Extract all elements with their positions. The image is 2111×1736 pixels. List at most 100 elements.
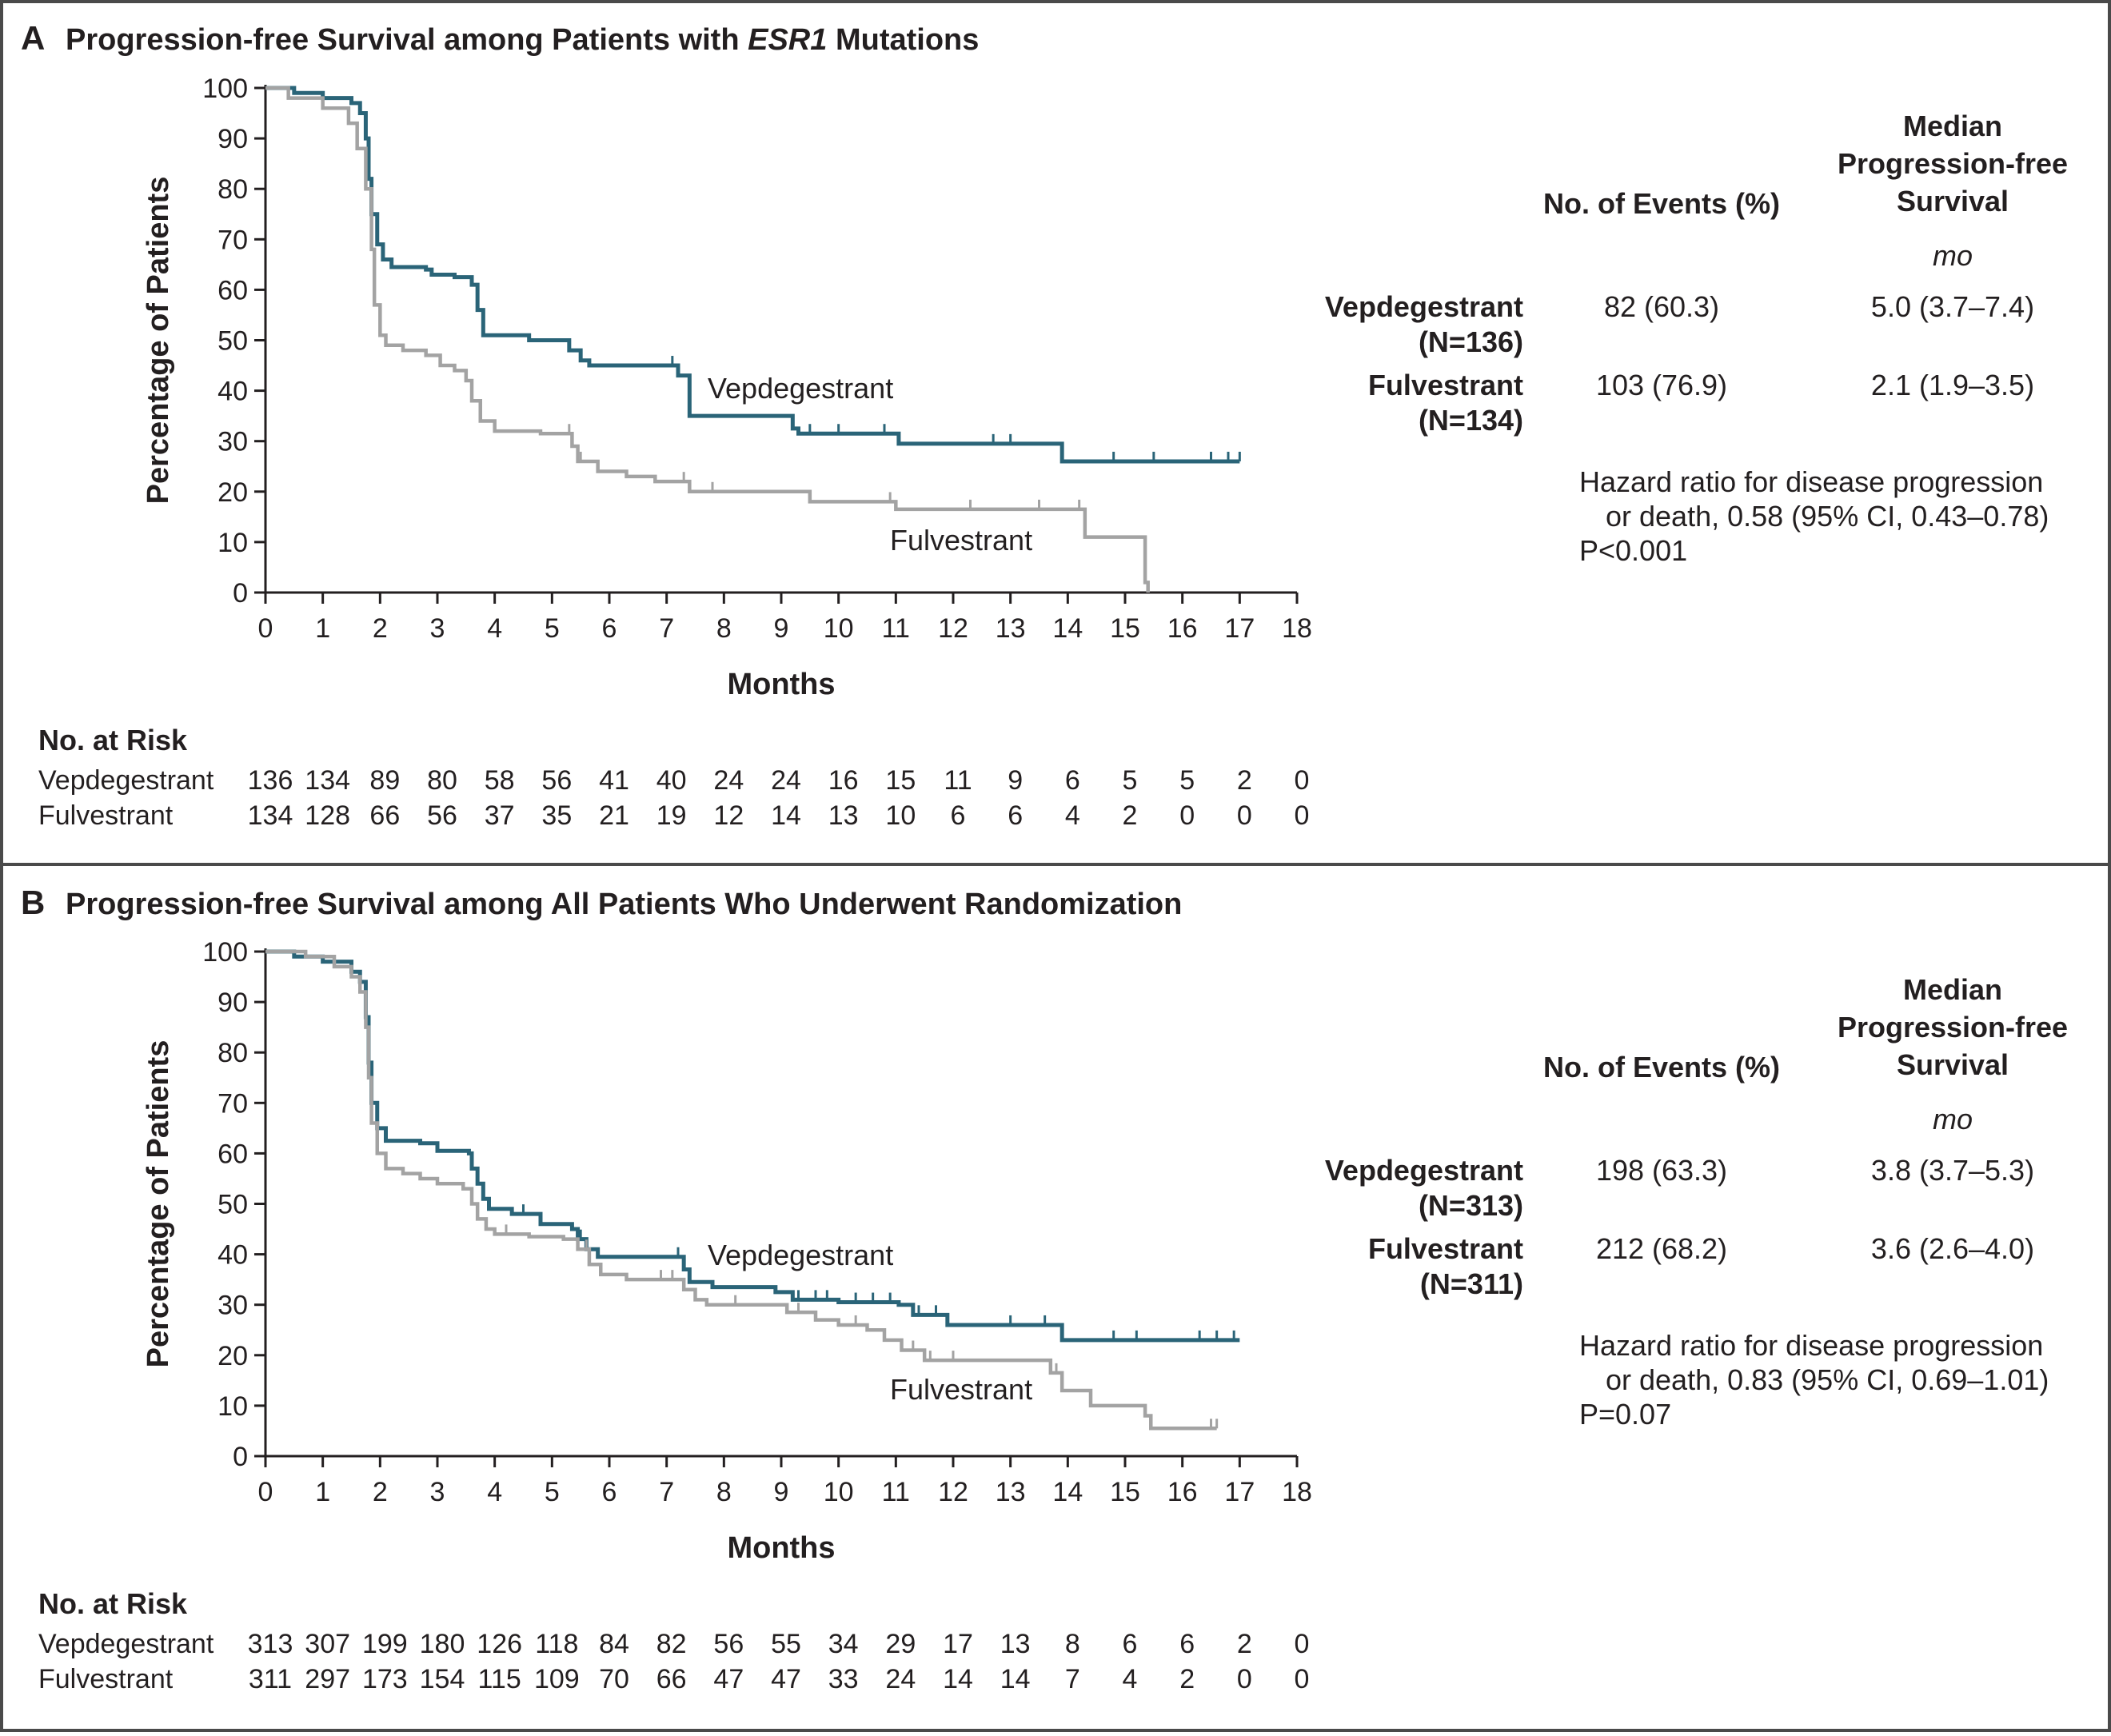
at-risk-value: 15 <box>885 765 916 796</box>
y-tick-label: 80 <box>217 174 248 205</box>
at-risk-value: 47 <box>713 1664 744 1694</box>
at-risk-value: 55 <box>771 1629 801 1659</box>
hazard-ratio-text: Hazard ratio for disease progression <box>1579 465 2043 498</box>
x-tick-label: 6 <box>602 1477 617 1507</box>
at-risk-value: 33 <box>828 1664 859 1694</box>
table-row-events: 212 (68.2) <box>1596 1232 1727 1265</box>
at-risk-value: 89 <box>369 765 400 796</box>
at-risk-value: 5 <box>1179 765 1195 796</box>
table-row-name: Fulvestrant <box>1368 369 1523 401</box>
y-tick-label: 30 <box>217 427 248 457</box>
table-unit: mo <box>1933 1103 1973 1135</box>
x-tick-label: 17 <box>1224 1477 1255 1507</box>
at-risk-value: 134 <box>305 765 350 796</box>
table-row-events: 198 (63.3) <box>1596 1154 1727 1187</box>
at-risk-value: 6 <box>951 800 966 831</box>
x-tick-label: 8 <box>716 613 732 644</box>
y-tick-label: 0 <box>233 578 248 609</box>
x-tick-label: 14 <box>1052 613 1083 644</box>
at-risk-value: 0 <box>1295 1664 1310 1694</box>
x-tick-label: 13 <box>996 613 1026 644</box>
at-risk-value: 136 <box>248 765 293 796</box>
at-risk-value: 0 <box>1295 1629 1310 1659</box>
at-risk-value: 16 <box>828 765 859 796</box>
panel-title: Progression-free Survival among Patients… <box>66 23 979 57</box>
at-risk-value: 14 <box>943 1664 973 1694</box>
panel-a: A Progression-free Survival among Patient… <box>21 19 2068 831</box>
at-risk-value: 34 <box>828 1629 859 1659</box>
at-risk-label: Vepdegestrant <box>38 765 214 796</box>
table-header-median: Progression-free <box>1838 147 2068 180</box>
x-tick-label: 11 <box>882 613 910 644</box>
at-risk-value: 35 <box>541 800 572 831</box>
table-row-median: 3.6 (2.6–4.0) <box>1871 1232 2034 1265</box>
at-risk-value: 47 <box>771 1664 801 1694</box>
at-risk-value: 180 <box>420 1629 465 1659</box>
x-tick-label: 10 <box>824 1477 854 1507</box>
x-tick-label: 13 <box>996 1477 1026 1507</box>
hazard-ratio-text: or death, 0.83 (95% CI, 0.69–1.01) <box>1606 1363 2049 1396</box>
at-risk-value: 115 <box>478 1664 521 1694</box>
table-header-median: Median <box>1903 110 2002 142</box>
at-risk-value: 29 <box>885 1629 916 1659</box>
y-axis-title: Percentage of Patients <box>142 1040 175 1368</box>
x-tick-label: 18 <box>1282 613 1312 644</box>
at-risk-value: 19 <box>656 800 687 831</box>
at-risk-value: 24 <box>713 765 744 796</box>
table-header-median: Median <box>1903 973 2002 1006</box>
at-risk-value: 6 <box>1179 1629 1195 1659</box>
at-risk-value: 6 <box>1008 800 1023 831</box>
x-tick-label: 16 <box>1167 1477 1198 1507</box>
at-risk-value: 14 <box>771 800 801 831</box>
x-tick-label: 14 <box>1052 1477 1083 1507</box>
hazard-ratio-text: P<0.001 <box>1579 534 1687 567</box>
x-tick-label: 18 <box>1282 1477 1312 1507</box>
table-row-n: (N=313) <box>1419 1189 1523 1222</box>
at-risk-value: 66 <box>656 1664 687 1694</box>
at-risk-value: 154 <box>420 1664 465 1694</box>
table-header-events: No. of Events (%) <box>1543 1051 1780 1084</box>
y-tick-label: 60 <box>217 275 248 305</box>
x-tick-label: 7 <box>659 1477 674 1507</box>
at-risk-title: No. at Risk <box>38 1587 188 1620</box>
y-tick-label: 80 <box>217 1038 248 1068</box>
x-tick-label: 10 <box>824 613 854 644</box>
at-risk-value: 4 <box>1065 800 1080 831</box>
y-tick-label: 100 <box>202 74 248 104</box>
table-header-median: Survival <box>1897 185 2009 217</box>
table-row-median: 2.1 (1.9–3.5) <box>1871 369 2034 401</box>
at-risk-value: 66 <box>369 800 400 831</box>
y-tick-label: 90 <box>217 124 248 154</box>
x-tick-label: 3 <box>430 1477 445 1507</box>
at-risk-value: 80 <box>427 765 457 796</box>
at-risk-value: 313 <box>248 1629 293 1659</box>
at-risk-value: 24 <box>885 1664 916 1694</box>
x-tick-label: 1 <box>315 1477 330 1507</box>
at-risk-value: 56 <box>541 765 572 796</box>
curve-label-vepdegestrant: Vepdegestrant <box>708 1239 893 1271</box>
table-row-n: (N=136) <box>1419 325 1523 358</box>
x-tick-label: 6 <box>602 613 617 644</box>
x-tick-label: 16 <box>1167 613 1198 644</box>
at-risk-value: 307 <box>305 1629 350 1659</box>
km-curve-fulvestrant <box>265 86 1150 593</box>
at-risk-value: 70 <box>599 1664 629 1694</box>
at-risk-value: 128 <box>305 800 350 831</box>
at-risk-value: 8 <box>1065 1629 1080 1659</box>
x-tick-label: 9 <box>774 1477 789 1507</box>
y-tick-label: 0 <box>233 1442 248 1472</box>
at-risk-value: 40 <box>656 765 687 796</box>
at-risk-value: 24 <box>771 765 801 796</box>
curve-label-fulvestrant: Fulvestrant <box>890 1373 1032 1406</box>
at-risk-value: 41 <box>599 765 629 796</box>
at-risk-value: 0 <box>1295 765 1310 796</box>
hazard-ratio-text: Hazard ratio for disease progression <box>1579 1329 2043 1362</box>
curve-label-fulvestrant: Fulvestrant <box>890 524 1032 557</box>
at-risk-label: Vepdegestrant <box>38 1629 214 1659</box>
x-axis-title: Months <box>727 1531 835 1565</box>
at-risk-value: 82 <box>656 1629 687 1659</box>
y-tick-label: 60 <box>217 1139 248 1169</box>
at-risk-value: 6 <box>1065 765 1080 796</box>
table-row-events: 82 (60.3) <box>1604 290 1719 323</box>
